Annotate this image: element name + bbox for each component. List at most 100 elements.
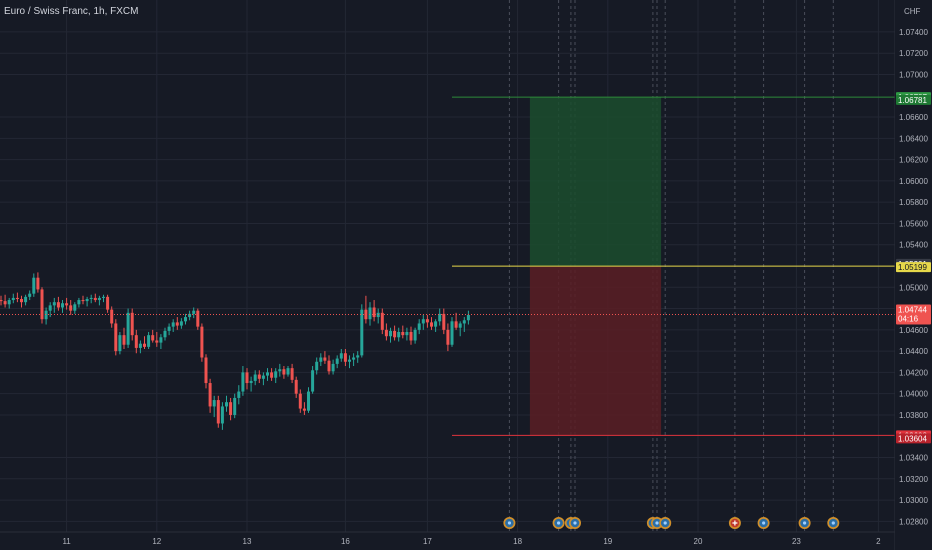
candle-body (48, 305, 52, 311)
price-label: 1.05000 (899, 283, 928, 292)
candle-body (261, 375, 265, 379)
candle-body (138, 343, 142, 348)
candle-body (32, 277, 36, 294)
price-label: 1.07400 (899, 28, 928, 37)
candle-body (339, 353, 343, 359)
candle-body (3, 301, 7, 305)
price-axis-labels: 1.07400 1.07200 1.07000 1.06600 1.06400 1.062… (899, 28, 928, 526)
candle-body (393, 330, 397, 338)
currency-label[interactable]: CHF (904, 7, 921, 16)
news-event-icon[interactable] (659, 517, 672, 529)
candle-body (425, 319, 429, 323)
position-lines (0, 96, 895, 436)
candle-body (147, 335, 151, 347)
price-label: 1.06200 (899, 156, 928, 165)
candle-body (237, 391, 241, 398)
price-label: 1.07000 (899, 70, 928, 79)
event-glyph (803, 521, 807, 525)
news-event-icon[interactable] (798, 517, 811, 529)
news-event-icon[interactable] (569, 517, 581, 529)
price-tag-value: 1.05199 (898, 263, 927, 272)
candle-body (118, 335, 122, 352)
candle-body (225, 402, 228, 407)
price-label: 1.06000 (899, 177, 928, 186)
candle-body (450, 321, 454, 345)
candle-body (11, 297, 15, 301)
chart-title[interactable]: Euro / Swiss Franc, 1h, FXCM (4, 6, 139, 17)
price-axis[interactable] (895, 0, 932, 550)
time-axis-labels: 11 12 13 16 17 18 19 20 23 2 (62, 537, 881, 546)
price-label: 1.04000 (899, 390, 928, 399)
news-event-icon[interactable] (651, 517, 663, 529)
loss-zone (529, 266, 662, 436)
candle-body (364, 309, 368, 320)
news-event-icon[interactable] (827, 517, 840, 529)
candle-body (122, 335, 126, 345)
time-label: 19 (603, 537, 612, 546)
candle-body (302, 408, 306, 411)
price-tag-bg (896, 433, 931, 444)
price-label: 1.04200 (899, 368, 928, 377)
candle-body (438, 313, 442, 322)
candle-body (24, 296, 28, 303)
event-glyph (762, 521, 766, 525)
candle-body (7, 300, 11, 305)
candle-body (212, 400, 216, 407)
candle-body (171, 322, 175, 327)
time-label: 16 (341, 537, 350, 546)
candles (0, 272, 470, 430)
candle-body (97, 297, 101, 301)
price-tag: 1.05199 (896, 262, 931, 273)
candle-body (15, 297, 19, 299)
candle-body (409, 331, 413, 341)
price-label: 1.06600 (899, 113, 928, 122)
candle-body (278, 369, 282, 372)
candle-body (466, 314, 470, 321)
candle-body (270, 372, 274, 378)
event-glyph (507, 521, 511, 525)
candle-body (52, 302, 56, 306)
event-glyph (663, 521, 667, 525)
candle-body (36, 277, 40, 290)
candle-body (102, 296, 105, 298)
price-tag-value: 1.06781 (898, 96, 927, 105)
candle-body (356, 355, 360, 358)
candle-body (89, 297, 93, 299)
price-label: 1.05400 (899, 241, 928, 250)
candle-body (220, 406, 224, 424)
candle-body (257, 374, 261, 379)
price-label: 1.06400 (899, 134, 928, 143)
candle-body (245, 372, 249, 384)
candle-body (462, 320, 466, 324)
candle-body (93, 297, 97, 301)
candle-body (184, 317, 187, 322)
alert-event-icon[interactable] (728, 517, 741, 529)
candle-body (200, 326, 204, 358)
candle-body (233, 397, 237, 415)
candle-body (417, 323, 421, 330)
event-glyph (573, 521, 577, 525)
candle-body (430, 322, 433, 327)
price-tag: 1.03604 (896, 433, 931, 444)
price-label: 1.05800 (899, 198, 928, 207)
price-label: 1.03400 (899, 454, 928, 463)
candle-body (159, 337, 163, 343)
candle-body (253, 374, 257, 381)
candle-body (442, 313, 446, 330)
candle-body (307, 391, 310, 411)
candle-body (106, 296, 110, 310)
candle-body (421, 319, 425, 324)
news-event-icon[interactable] (757, 517, 770, 529)
candle-body (360, 309, 364, 356)
candle-body (188, 313, 192, 318)
profit-zone (529, 97, 662, 267)
candle-body (130, 312, 134, 336)
news-event-icon[interactable] (503, 517, 516, 529)
news-event-icon[interactable] (552, 517, 565, 529)
candle-body (343, 353, 347, 362)
candle-body (389, 330, 392, 337)
event-glyph (831, 521, 835, 525)
event-markers[interactable] (503, 517, 840, 529)
